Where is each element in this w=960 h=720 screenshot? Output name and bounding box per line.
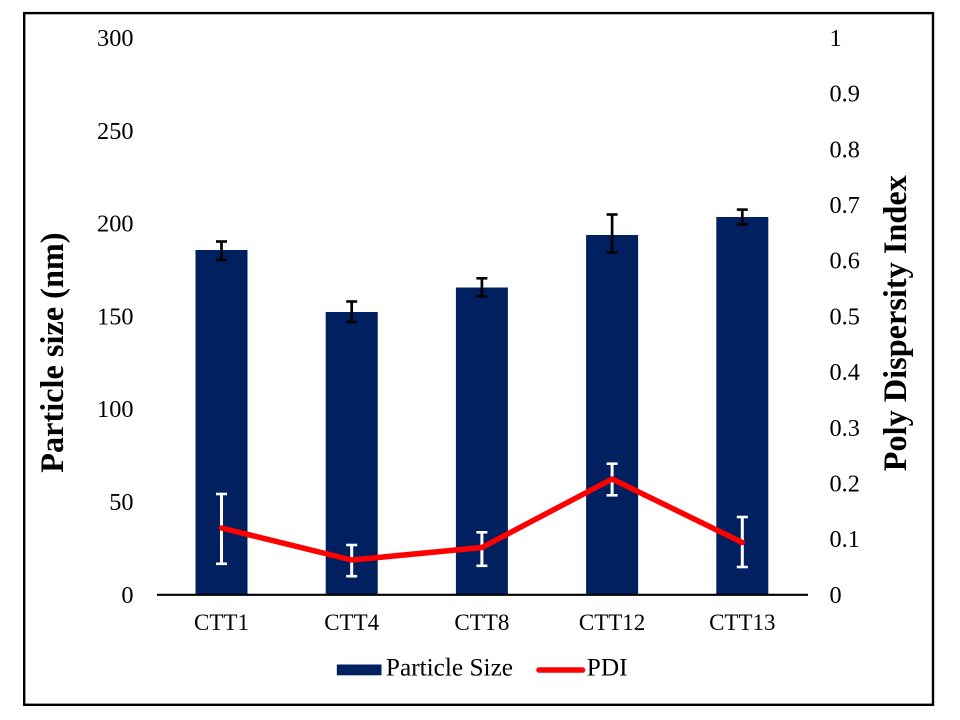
svg-text:CTT1: CTT1 [194,610,249,635]
svg-text:Particle Size: Particle Size [386,654,513,682]
svg-text:1: 1 [830,25,842,52]
svg-text:100: 100 [97,396,133,423]
svg-text:CTT13: CTT13 [709,610,775,635]
svg-text:0.9: 0.9 [830,81,860,108]
svg-text:250: 250 [97,118,133,145]
svg-text:0.7: 0.7 [830,192,860,219]
svg-text:CTT4: CTT4 [324,610,379,635]
svg-text:150: 150 [97,303,133,330]
svg-text:0.4: 0.4 [830,359,860,386]
svg-text:50: 50 [109,489,133,516]
svg-text:PDI: PDI [587,654,628,682]
svg-text:0.6: 0.6 [830,248,860,275]
svg-text:Poly Dispersity Index: Poly Dispersity Index [877,175,913,471]
svg-text:0.2: 0.2 [830,470,860,497]
svg-text:0.5: 0.5 [830,303,860,330]
svg-text:0: 0 [121,582,133,609]
svg-text:0.8: 0.8 [830,136,860,163]
svg-text:CTT12: CTT12 [579,610,645,635]
svg-text:0.1: 0.1 [830,526,860,553]
svg-text:300: 300 [97,25,133,52]
svg-text:Particle size (nm): Particle size (nm) [34,232,70,472]
svg-text:CTT8: CTT8 [454,610,509,635]
svg-text:200: 200 [97,211,133,238]
svg-text:0: 0 [830,582,842,609]
svg-text:0.3: 0.3 [830,415,860,442]
